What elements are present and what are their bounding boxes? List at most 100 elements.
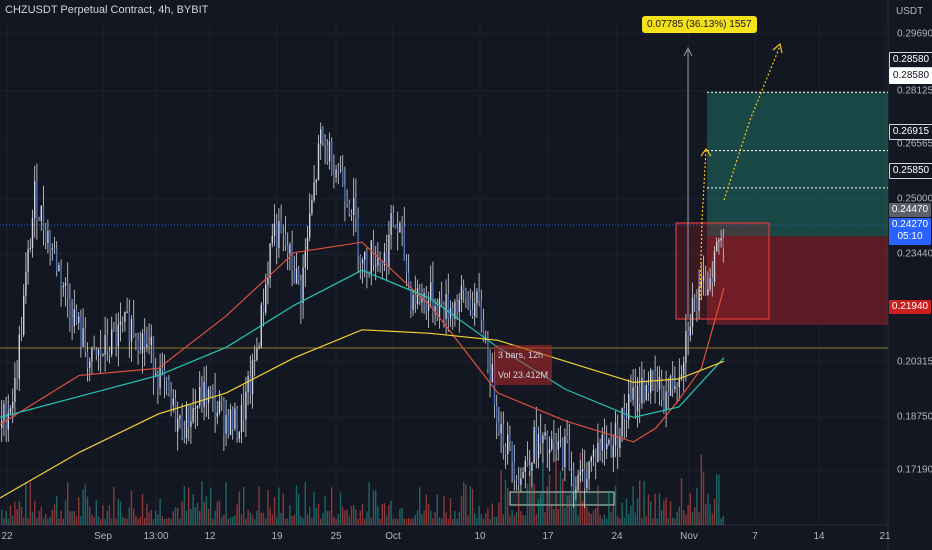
volume-bar (141, 494, 144, 525)
candle-body (443, 303, 445, 319)
candle-body (401, 223, 403, 227)
volume-bar (581, 501, 584, 525)
candle-body (478, 291, 480, 301)
candle-body (267, 278, 269, 285)
volume-bar (480, 514, 482, 525)
candle-body (117, 324, 119, 347)
volume-bar (282, 493, 284, 525)
moving-averages (0, 241, 725, 499)
candle-body (258, 346, 260, 349)
candle-body (630, 394, 632, 400)
volume-bar (216, 501, 218, 525)
volume-bar (562, 478, 564, 525)
volume-bar (163, 518, 166, 525)
candle-body (320, 129, 322, 144)
candle-body (20, 334, 23, 336)
volume-bar (317, 504, 320, 525)
candle-body (555, 443, 557, 450)
volume-bar (300, 515, 302, 525)
volume-bar (111, 518, 113, 525)
candle-body (183, 438, 185, 440)
volume-bar (117, 499, 119, 525)
volume-bar (339, 492, 342, 525)
candle-body (245, 391, 247, 420)
volume-bar (188, 487, 190, 525)
candle-body (445, 294, 447, 319)
volume-bar (595, 508, 597, 525)
loss-zone (707, 236, 888, 325)
volume-bar (194, 507, 196, 525)
candle-body (311, 200, 313, 214)
volume-bar (579, 452, 581, 525)
candle-body (159, 368, 161, 388)
volume-bar (201, 481, 203, 525)
candle-body (586, 478, 588, 489)
volume-bar (306, 514, 309, 525)
volume-bar (53, 504, 56, 525)
candle-body (353, 197, 355, 216)
volume-bar (577, 515, 579, 525)
x-tick-label: Sep (94, 531, 112, 542)
volume-bar (84, 484, 86, 525)
volume-bar (159, 498, 161, 525)
candle-body (430, 282, 432, 301)
volume-bar (656, 518, 658, 525)
candle-body (5, 404, 7, 430)
candle-body (137, 339, 139, 351)
volume-bar (707, 493, 709, 525)
x-tick-label: Nov (680, 531, 698, 542)
candle-body (69, 298, 71, 318)
candle-body (489, 368, 491, 383)
x-tick-label: 22 (1, 531, 13, 542)
candle-body (273, 223, 276, 237)
volume-bar (9, 505, 12, 525)
candle-body (236, 408, 238, 439)
candle-body (196, 405, 199, 408)
candle-body (287, 245, 289, 254)
candle-body (269, 243, 271, 279)
candle-body (284, 234, 287, 246)
candle-body (115, 331, 117, 347)
volume-bar (177, 507, 179, 525)
candle-body (104, 334, 106, 355)
candle-body (271, 236, 273, 244)
volume-bar (667, 518, 669, 525)
candle-body (507, 434, 509, 455)
volume-bar (124, 517, 126, 525)
projection-arrow-short (699, 149, 707, 301)
candle-body (141, 333, 144, 354)
candle-body (669, 375, 672, 396)
volume-bar (73, 510, 75, 525)
volume-bar (487, 508, 489, 525)
candle-body (414, 294, 416, 305)
volume-bar (526, 483, 529, 525)
volume-bar (421, 513, 423, 525)
y-tick-label: 0.17190 (897, 464, 932, 476)
candle-body (553, 439, 555, 444)
candle-body (641, 377, 643, 404)
x-tick-label: 24 (611, 531, 623, 542)
candle-body (500, 424, 502, 434)
volume-bar (161, 516, 163, 525)
volume-bar (251, 514, 254, 525)
moving-average-line (0, 241, 725, 443)
volume-bar (438, 517, 441, 525)
volume-bar (447, 519, 449, 525)
candle-body (581, 469, 584, 472)
bars-label: 3 bars, 12h (498, 350, 544, 360)
candle-body (397, 228, 399, 233)
candle-body (289, 244, 291, 254)
volume-bar (247, 509, 249, 525)
volume-bar (718, 474, 720, 525)
candle-body (322, 129, 324, 141)
volume-bar (102, 505, 104, 525)
volume-bar (236, 504, 238, 525)
volume-bar (14, 501, 16, 525)
volume-bar (454, 511, 456, 525)
candle-body (711, 278, 713, 282)
x-tick-label: 17 (542, 531, 554, 542)
candle-body (203, 381, 205, 408)
candle-body (390, 212, 392, 236)
volume-bar (425, 494, 427, 525)
